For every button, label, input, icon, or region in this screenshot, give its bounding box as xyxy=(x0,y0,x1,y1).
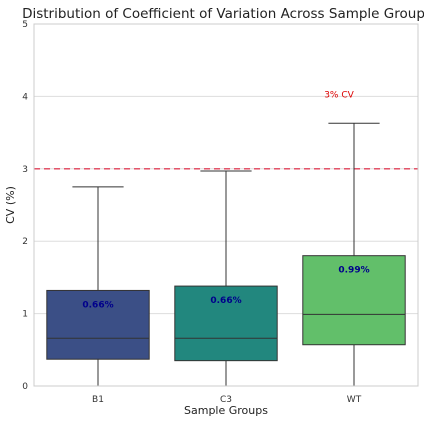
iqr-box xyxy=(46,289,150,360)
y-axis-label: CV (%) xyxy=(4,186,17,224)
y-tick-label: 3 xyxy=(22,165,28,175)
y-tick-label: 4 xyxy=(22,92,28,102)
x-tick-label: C3 xyxy=(220,395,232,405)
ticks: 0 1 2 3 4 5 B1 C3 WT xyxy=(22,20,361,405)
x-axis-label: Sample Groups xyxy=(184,404,268,417)
chart-title: Distribution of Coefficient of Variation… xyxy=(22,6,424,22)
y-tick-label: 0 xyxy=(22,382,28,392)
iqr-box xyxy=(302,255,406,346)
x-tick-label: B1 xyxy=(92,395,104,405)
plot-frame xyxy=(33,23,419,387)
mean-label: 0.66% xyxy=(82,300,113,310)
box-WT: 0.99% xyxy=(302,122,406,387)
mean-label: 0.66% xyxy=(210,296,241,306)
y-tick-label: 2 xyxy=(22,237,28,247)
box-C3: 0.66% xyxy=(174,170,278,387)
iqr-box xyxy=(174,285,278,362)
mean-label: 0.99% xyxy=(338,266,369,276)
y-tick-label: 5 xyxy=(22,20,28,30)
reference-line-label: 3% CV xyxy=(324,90,354,100)
box-B1: 0.66% xyxy=(46,186,150,387)
reference-line-group: 3% CV xyxy=(34,90,418,170)
x-tick-label: WT xyxy=(347,395,362,405)
y-tick-label: 1 xyxy=(22,310,28,320)
boxes: 0.66% 0.66% 0.99% xyxy=(46,122,406,387)
